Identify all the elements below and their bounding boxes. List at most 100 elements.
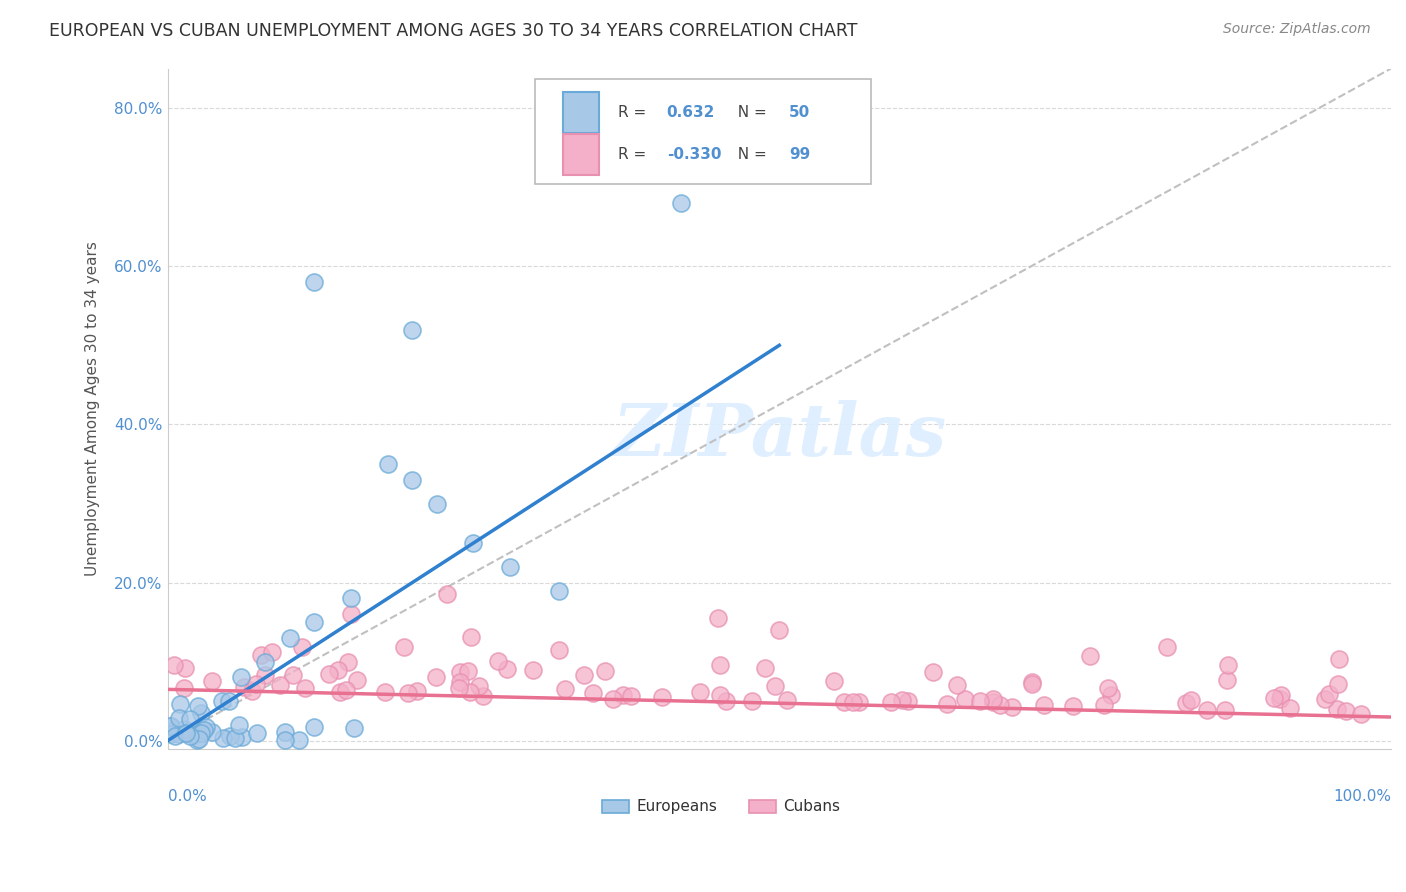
Point	[245, 677, 267, 691]
Point	[405, 683, 427, 698]
Point	[186, 733, 208, 747]
Point	[1215, 673, 1237, 687]
FancyBboxPatch shape	[562, 93, 599, 133]
Point	[651, 690, 673, 704]
Point	[880, 695, 903, 709]
Point	[201, 674, 224, 689]
Point	[219, 729, 242, 743]
Point	[179, 712, 201, 726]
Point	[193, 723, 215, 738]
Point	[160, 727, 183, 741]
Point	[188, 732, 211, 747]
Point	[595, 664, 617, 678]
Point	[377, 457, 399, 471]
Point	[318, 667, 340, 681]
Point	[834, 695, 856, 709]
Point	[401, 322, 423, 336]
Point	[1263, 691, 1285, 706]
Point	[671, 196, 693, 211]
Point	[425, 670, 447, 684]
FancyBboxPatch shape	[602, 800, 628, 813]
Point	[174, 726, 197, 740]
Point	[1278, 701, 1301, 715]
Point	[436, 587, 458, 601]
Text: 100.0%: 100.0%	[1333, 789, 1391, 805]
Point	[848, 695, 870, 709]
Point	[709, 688, 731, 702]
Point	[823, 673, 845, 688]
Point	[447, 681, 470, 695]
Point	[467, 680, 489, 694]
Point	[233, 680, 256, 694]
Point	[554, 682, 576, 697]
Point	[163, 730, 186, 744]
Point	[776, 693, 799, 707]
Point	[401, 473, 423, 487]
Point	[169, 697, 191, 711]
Point	[294, 681, 316, 695]
Point	[326, 663, 349, 677]
Text: N =: N =	[728, 147, 772, 162]
Point	[935, 697, 957, 711]
Point	[254, 655, 277, 669]
Point	[1001, 700, 1024, 714]
Point	[211, 694, 233, 708]
Point	[187, 699, 209, 714]
Point	[1334, 704, 1357, 718]
Text: R =: R =	[617, 147, 651, 162]
Point	[969, 694, 991, 708]
Point	[262, 644, 284, 658]
Point	[250, 648, 273, 662]
Point	[990, 698, 1012, 713]
Point	[195, 720, 218, 734]
Text: N =: N =	[728, 105, 772, 120]
Point	[160, 719, 183, 733]
Text: EUROPEAN VS CUBAN UNEMPLOYMENT AMONG AGES 30 TO 34 YEARS CORRELATION CHART: EUROPEAN VS CUBAN UNEMPLOYMENT AMONG AGE…	[49, 22, 858, 40]
Point	[184, 726, 207, 740]
FancyBboxPatch shape	[562, 135, 599, 176]
Point	[522, 663, 544, 677]
Point	[953, 692, 976, 706]
Point	[1327, 677, 1350, 691]
Point	[159, 719, 181, 733]
Point	[689, 684, 711, 698]
Point	[1174, 696, 1197, 710]
Point	[460, 630, 482, 644]
Point	[343, 721, 366, 735]
Point	[1180, 693, 1202, 707]
Point	[304, 275, 326, 289]
Point	[163, 658, 186, 673]
Point	[1094, 698, 1116, 713]
Point	[620, 690, 643, 704]
Point	[346, 673, 368, 687]
Point	[281, 668, 304, 682]
Point	[602, 692, 624, 706]
Point	[174, 661, 197, 675]
Point	[426, 496, 449, 510]
Text: ZIPatlas: ZIPatlas	[612, 401, 946, 471]
Point	[707, 611, 730, 625]
Point	[335, 682, 357, 697]
Point	[173, 722, 195, 736]
Point	[269, 678, 291, 692]
Text: 0.0%: 0.0%	[167, 789, 207, 805]
Text: 0.632: 0.632	[666, 105, 716, 120]
Point	[167, 711, 190, 725]
Point	[486, 654, 509, 668]
Point	[981, 692, 1004, 706]
Point	[340, 591, 363, 606]
Point	[304, 720, 326, 734]
Point	[741, 693, 763, 707]
Point	[1195, 703, 1218, 717]
Point	[449, 665, 471, 680]
Point	[201, 725, 224, 739]
Point	[274, 725, 297, 739]
Point	[1350, 707, 1372, 722]
Point	[1315, 692, 1337, 706]
Point	[231, 730, 253, 744]
Point	[897, 694, 920, 708]
Point	[337, 655, 360, 669]
Point	[240, 684, 263, 698]
Point	[1097, 681, 1119, 695]
Point	[278, 631, 301, 645]
